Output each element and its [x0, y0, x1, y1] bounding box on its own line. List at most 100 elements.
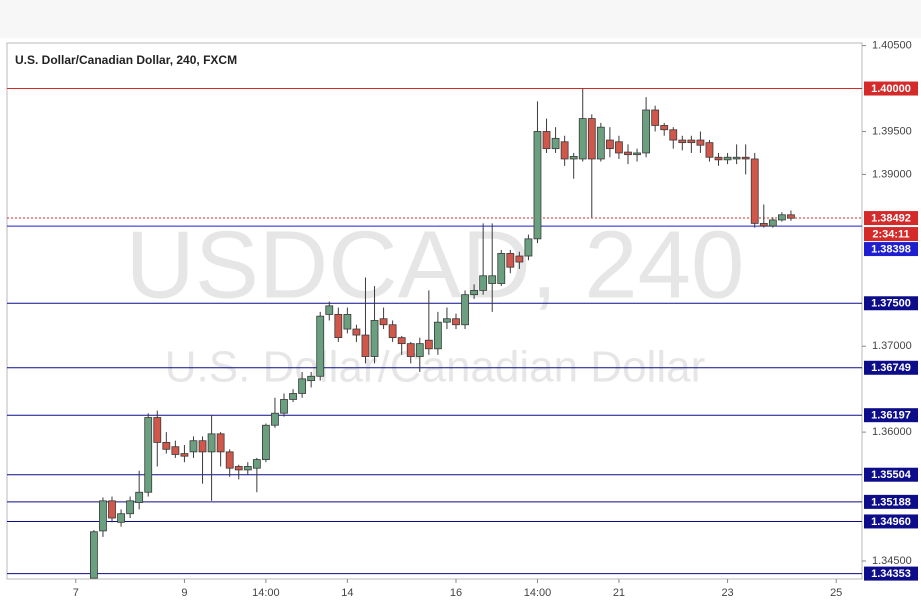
candle-body: [578, 118, 587, 160]
candle-body: [461, 294, 469, 326]
level-label: 1.34960: [871, 516, 911, 528]
candle-body: [99, 500, 107, 532]
watermark-symbol: USDCAD, 240: [126, 211, 745, 318]
candle-body: [479, 275, 488, 291]
countdown: 2:34:11: [872, 228, 909, 240]
candle-body: [334, 314, 343, 339]
candle-body: [624, 151, 632, 156]
y-tick-label: 1.37000: [872, 340, 912, 352]
candle-body: [705, 142, 714, 158]
candle-body: [171, 446, 180, 455]
x-tick-label: 23: [721, 587, 733, 599]
level-label-box: [864, 211, 918, 226]
candle-body: [569, 155, 578, 160]
top-bar: [0, 0, 921, 38]
candle-body: [144, 417, 153, 493]
level-label: 1.34353: [871, 568, 911, 580]
candle-body: [216, 433, 225, 453]
candle-body: [777, 214, 786, 221]
candle-body: [325, 305, 334, 315]
level-label-box: [864, 81, 918, 96]
level-label-box: [864, 296, 918, 311]
candle-body: [361, 334, 370, 357]
candle-body: [207, 433, 216, 453]
x-tick-label: 21: [613, 587, 625, 599]
candle-body: [424, 339, 433, 350]
y-tick-label: 1.36000: [872, 426, 912, 438]
level-label: 1.35504: [871, 469, 912, 481]
candle-body: [768, 219, 777, 227]
y-tick-label: 1.39500: [872, 125, 912, 137]
x-tick-label: 7: [73, 587, 79, 599]
candle-body: [415, 343, 424, 357]
level-label-box: [864, 566, 918, 581]
level-label: 1.35188: [871, 496, 911, 508]
level-label: 1.36749: [871, 362, 911, 374]
candle-body: [252, 459, 261, 469]
x-tick-label: 9: [181, 587, 187, 599]
candle-body: [135, 491, 144, 503]
candle-body: [352, 328, 361, 336]
level-label-box: [864, 408, 918, 423]
candle-body: [433, 321, 442, 350]
level-label: 1.36197: [871, 410, 911, 422]
candle-body: [452, 318, 460, 326]
candle-body: [298, 378, 307, 394]
candle-body: [515, 255, 524, 263]
candle-body: [660, 125, 669, 131]
y-tick-label: 1.39000: [872, 168, 912, 180]
candle-body: [225, 451, 234, 469]
candle-body: [488, 275, 497, 284]
x-tick-label: 16: [450, 587, 462, 599]
candle-body: [669, 129, 678, 141]
candle-body: [90, 531, 98, 579]
watermark-name: U.S. Dollar/Canadian Dollar: [165, 343, 705, 392]
candle-body: [651, 109, 660, 126]
candle-body: [741, 156, 750, 160]
candle-body: [696, 139, 705, 146]
candle-body: [524, 238, 533, 257]
candle-body: [605, 139, 614, 150]
candle-body: [189, 440, 198, 453]
x-tick-label: 14:00: [524, 587, 552, 599]
candle-body: [271, 412, 279, 426]
candle-body: [750, 158, 759, 224]
countdown-box: [864, 227, 918, 242]
candle-body: [732, 156, 741, 160]
candle-body: [470, 289, 479, 296]
candle-body: [180, 453, 189, 457]
candle-body: [280, 399, 288, 414]
level-label-box: [864, 514, 918, 529]
candle-body: [642, 109, 651, 154]
candle-body: [542, 131, 551, 150]
level-label-box: [864, 494, 918, 509]
candle-body: [243, 466, 252, 471]
level-label: 1.40000: [871, 83, 911, 95]
candle-body: [443, 318, 451, 323]
candle-body: [596, 126, 605, 160]
x-tick-label: 14:00: [252, 587, 280, 599]
level-label-box: [864, 360, 918, 375]
candle-body: [633, 152, 641, 156]
candle-body: [759, 222, 768, 227]
chart-title: U.S. Dollar/Canadian Dollar, 240, FXCM: [15, 53, 237, 67]
candle-body: [108, 500, 116, 519]
candle-body: [687, 139, 696, 144]
candle-body: [714, 156, 723, 161]
candle-body: [406, 343, 415, 357]
candle-body: [153, 417, 162, 443]
candle-body: [261, 424, 270, 461]
candle-body: [587, 118, 596, 160]
candle-body: [787, 214, 795, 219]
level-label-box: [864, 467, 918, 482]
candle-body: [551, 137, 560, 150]
y-tick-label: 1.34500: [872, 555, 912, 567]
candle-body: [316, 315, 325, 377]
candle-body: [560, 141, 569, 160]
candle-body: [289, 393, 297, 400]
level-label-box: [864, 242, 918, 257]
candle-body: [506, 253, 515, 268]
candle-body: [497, 253, 506, 284]
